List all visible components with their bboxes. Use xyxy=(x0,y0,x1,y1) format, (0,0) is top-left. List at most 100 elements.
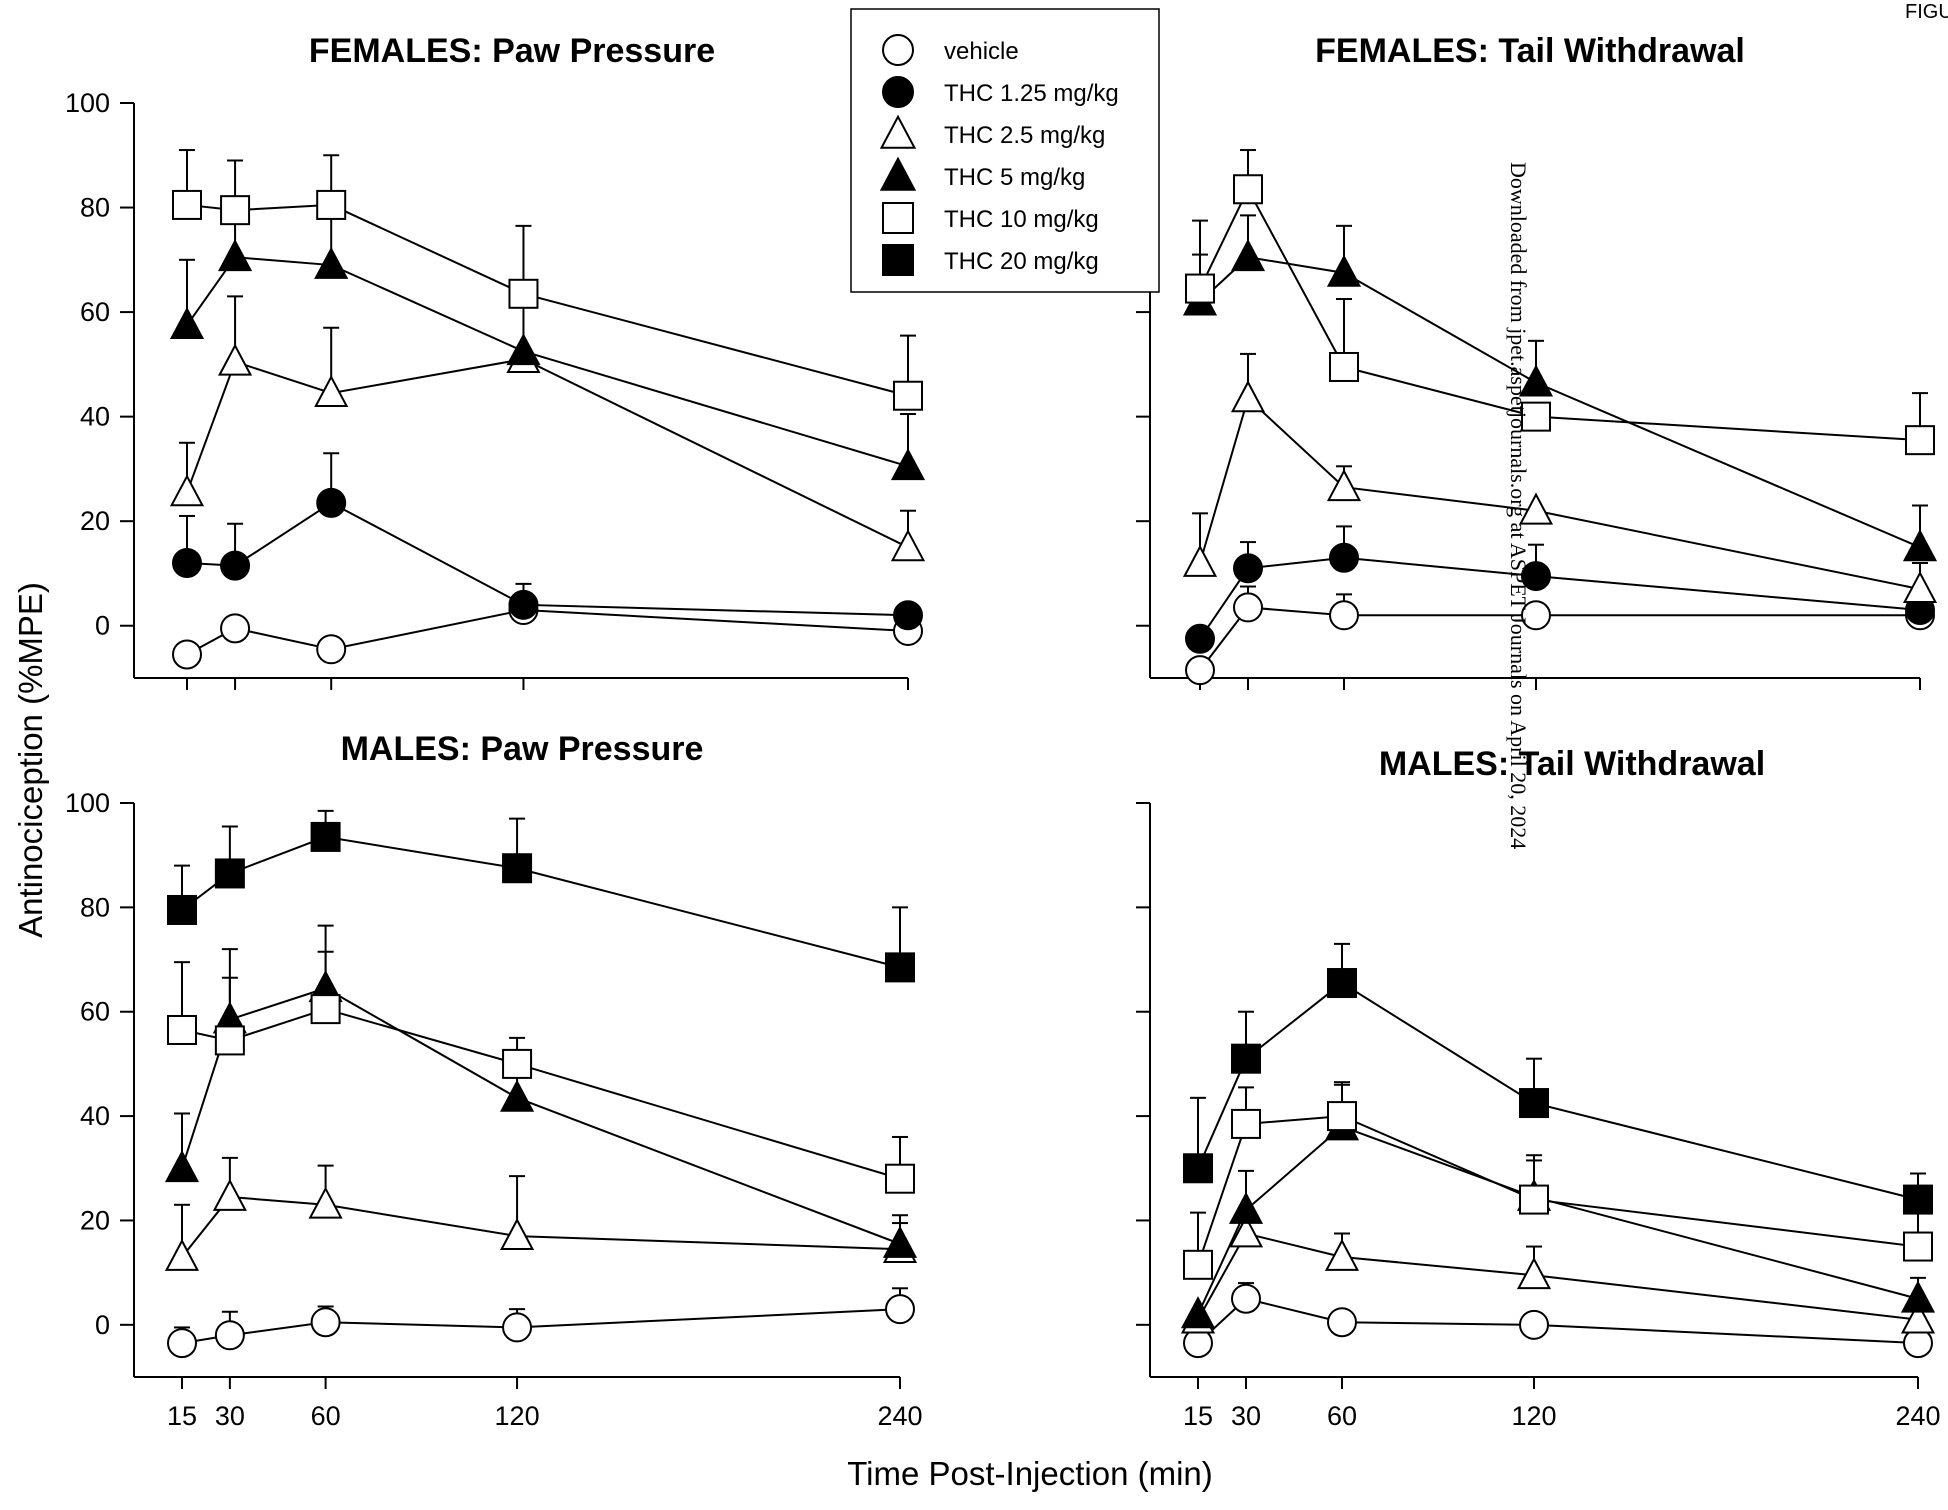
legend-symbol xyxy=(879,156,917,191)
data-point xyxy=(164,1150,200,1183)
series-vehicle xyxy=(1183,1282,1933,1359)
data-point xyxy=(169,474,205,507)
y-tick-label: 100 xyxy=(65,88,110,118)
data-point xyxy=(218,238,253,272)
legend-symbol xyxy=(882,76,914,108)
series-thc-2-5-mg-kg xyxy=(169,290,926,562)
series-thc-5-mg-kg xyxy=(169,198,926,481)
panel-title: MALES: Paw Pressure xyxy=(341,730,704,768)
data-point xyxy=(1521,401,1551,432)
data-point xyxy=(169,306,205,340)
data-point xyxy=(310,821,341,852)
data-point xyxy=(885,952,915,983)
data-point xyxy=(1326,468,1362,502)
series-thc-10-mg-kg xyxy=(1183,1081,1933,1280)
y-tick-label: 20 xyxy=(80,506,110,536)
data-point xyxy=(502,1048,533,1079)
data-point xyxy=(1228,1215,1264,1248)
series-line xyxy=(186,256,909,468)
data-point xyxy=(167,1328,197,1359)
data-point xyxy=(1521,600,1551,631)
series-line xyxy=(1199,396,1921,591)
x-tick-label: 240 xyxy=(1895,1401,1940,1431)
series-thc-1-25-mg-kg xyxy=(1185,525,1935,654)
series-line xyxy=(186,203,909,397)
data-point xyxy=(1180,1296,1216,1329)
y-tick-label: 80 xyxy=(80,892,110,922)
data-point xyxy=(508,278,539,309)
series-line xyxy=(181,1195,901,1258)
legend-entry-thc-10-mg-kg: THC 10 mg/kg xyxy=(882,202,1099,234)
data-point xyxy=(1183,1153,1213,1184)
data-point xyxy=(172,548,202,578)
series-line xyxy=(1199,606,1920,671)
data-point xyxy=(1185,273,1215,304)
x-tick-label: 60 xyxy=(311,1401,341,1431)
series-line xyxy=(1199,187,1921,442)
data-point xyxy=(214,858,245,889)
y-tick-label: 40 xyxy=(80,402,110,432)
series-line xyxy=(181,1308,901,1345)
legend: vehicle THC 1.25 mg/kg THC 2.5 mg/kg THC 5 … xyxy=(850,8,1160,293)
legend-entry-thc-20-mg-kg: THC 20 mg/kg xyxy=(882,244,1099,276)
figure-corner-label: FIGU xyxy=(1905,1,1948,23)
data-point xyxy=(172,639,202,670)
data-point xyxy=(316,634,347,665)
data-point xyxy=(893,380,923,411)
data-point xyxy=(885,1294,915,1325)
x-tick-label: 30 xyxy=(1231,1401,1261,1431)
x-tick-label: 240 xyxy=(877,1401,922,1431)
panel-males-paw-pressure: MALES: Paw Pressure 0 20 40 60 80 100 15 30 60 120… xyxy=(65,730,923,1431)
series-thc-5-mg-kg xyxy=(1182,214,1938,562)
x-tick-label: 120 xyxy=(495,1401,540,1431)
legend-symbol xyxy=(882,34,914,66)
data-point xyxy=(1903,1231,1933,1262)
legend-symbol xyxy=(882,202,914,234)
legend-symbol xyxy=(882,244,914,276)
series-line xyxy=(181,835,901,969)
panel-title: FEMALES: Tail Withdrawal xyxy=(1315,32,1745,70)
data-point xyxy=(314,374,349,407)
data-point xyxy=(1233,174,1263,205)
data-point xyxy=(167,894,197,925)
x-tick-label: 15 xyxy=(167,1401,197,1431)
data-point xyxy=(167,1014,197,1045)
data-point xyxy=(214,1320,245,1351)
x-tick-label: 120 xyxy=(1511,1401,1556,1431)
data-point xyxy=(1326,254,1362,287)
data-point xyxy=(1518,364,1554,397)
download-watermark: Downloaded from jpet.aspetjournals.org a… xyxy=(1506,162,1531,849)
data-point xyxy=(1519,1309,1549,1340)
series-line xyxy=(186,609,909,656)
series-line xyxy=(1197,1232,1919,1321)
data-point xyxy=(1231,1043,1261,1074)
series-line xyxy=(181,1008,901,1180)
series-line xyxy=(1199,556,1921,640)
data-point xyxy=(1231,1283,1261,1314)
data-point xyxy=(1329,542,1359,573)
legend-symbol xyxy=(879,114,917,149)
data-point xyxy=(214,1025,245,1056)
series-thc-5-mg-kg xyxy=(1180,1083,1936,1329)
data-point xyxy=(1516,1257,1552,1290)
data-point xyxy=(310,994,341,1025)
panel-females-tail-withdrawal: FEMALES: Tail Withdrawal xyxy=(1136,32,1938,690)
data-point xyxy=(1231,1108,1261,1139)
panel-title: FEMALES: Paw Pressure xyxy=(309,32,715,70)
data-point xyxy=(500,1079,535,1112)
data-point xyxy=(1233,592,1263,623)
data-point xyxy=(218,343,253,376)
data-point xyxy=(316,487,347,518)
series-vehicle xyxy=(172,595,923,670)
series-thc-20-mg-kg xyxy=(1183,942,1933,1215)
y-axis-label: Antinociception (%MPE) xyxy=(12,582,49,938)
legend-label: THC 10 mg/kg xyxy=(944,206,1099,233)
series-thc-2-5-mg-kg xyxy=(1182,352,1938,604)
legend-label: THC 20 mg/kg xyxy=(944,248,1099,275)
data-point xyxy=(1185,623,1215,654)
series-thc-10-mg-kg xyxy=(172,149,923,411)
data-point xyxy=(1518,492,1554,525)
data-point xyxy=(502,1312,533,1343)
data-point xyxy=(893,600,923,631)
